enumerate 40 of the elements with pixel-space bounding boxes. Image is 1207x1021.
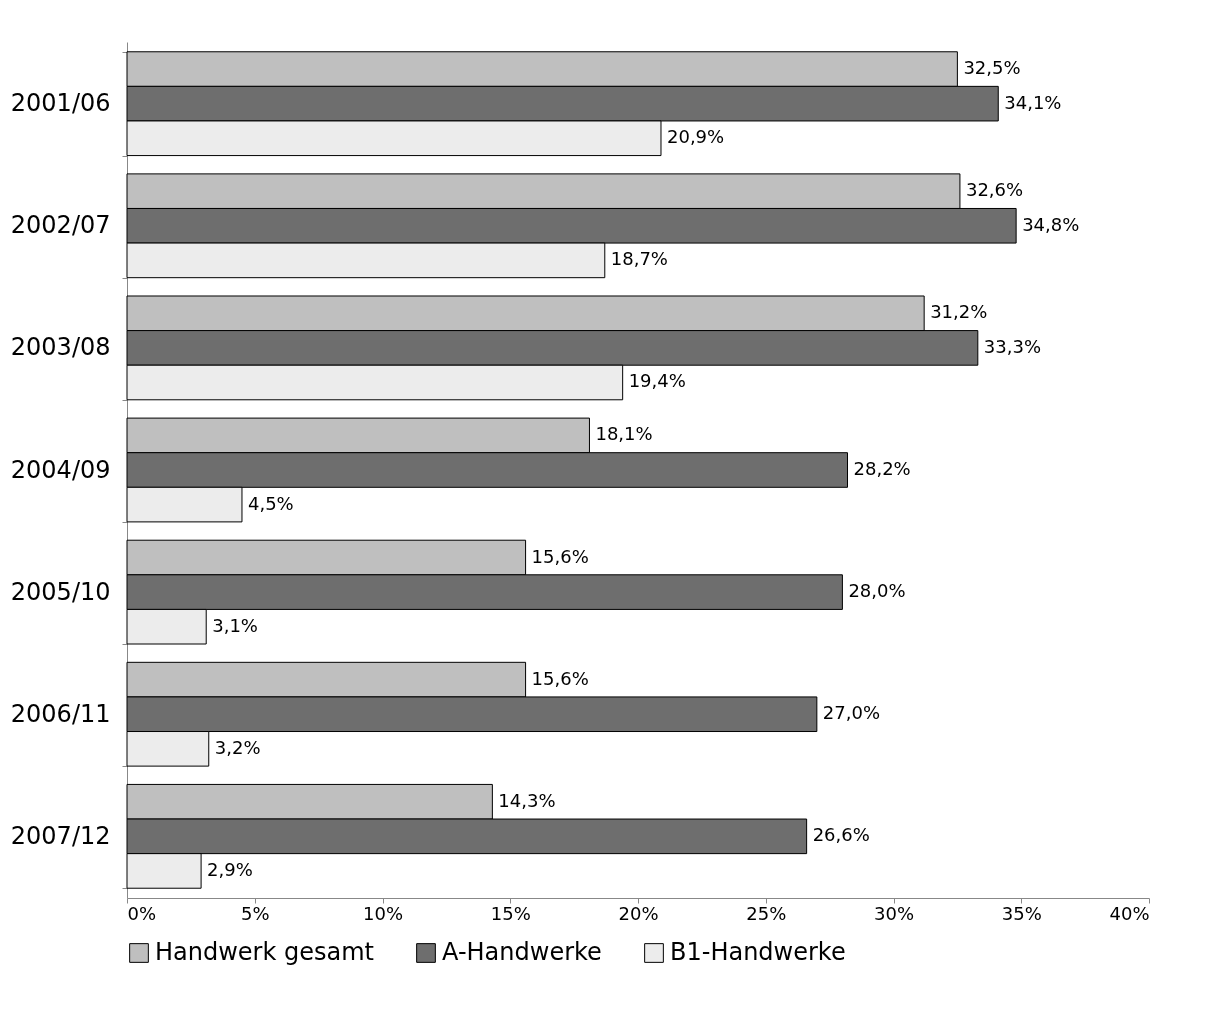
legend-label: Handwerk gesamt [155, 938, 374, 966]
y-tick-label: 2006/11 [10, 699, 111, 728]
x-tick-label: 15% [490, 902, 531, 924]
data-label: 34,8% [1022, 213, 1080, 235]
data-label: 18,1% [595, 423, 653, 445]
x-tick-label: 20% [618, 902, 659, 924]
x-tick-label: 30% [873, 902, 915, 924]
y-tick-label: 2005/10 [10, 577, 111, 606]
data-label: 28,0% [848, 580, 906, 602]
data-label: 2,9% [207, 858, 253, 880]
data-label: 15,6% [531, 667, 589, 689]
y-tick-label: 2001/06 [10, 89, 111, 118]
data-label: 33,3% [983, 335, 1041, 357]
x-tick-label: 40% [1109, 902, 1150, 924]
legend-label: B1-Handwerke [670, 938, 846, 966]
data-label: 19,4% [628, 370, 686, 392]
data-label: 34,1% [1004, 91, 1062, 113]
data-label: 27,0% [822, 702, 881, 724]
y-tick-label: 2004/09 [10, 455, 111, 484]
x-tick-label: 10% [362, 902, 404, 924]
data-label: 32,6% [965, 179, 1024, 201]
x-tick-label: 0% [127, 902, 157, 924]
data-label: 3,1% [212, 614, 258, 636]
legend-label: A-Handwerke [442, 938, 602, 966]
y-tick-label: 2002/07 [10, 211, 111, 240]
x-tick-label: 25% [746, 902, 787, 924]
data-label: 32,5% [963, 57, 1021, 79]
data-label: 28,2% [853, 458, 911, 479]
data-label: 31,2% [930, 301, 988, 323]
x-tick-label: 35% [1001, 902, 1042, 924]
y-tick-label: 2003/08 [10, 333, 111, 362]
data-label: 18,7% [610, 248, 668, 270]
y-tick-label: 2007/12 [10, 821, 111, 850]
data-label: 26,6% [812, 824, 870, 846]
x-tick-label: 5% [240, 902, 270, 924]
data-label: 4,5% [247, 492, 294, 514]
data-label: 14,3% [498, 789, 556, 811]
data-label: 3,2% [214, 736, 261, 758]
data-label: 20,9% [666, 126, 725, 148]
data-label: 15,6% [531, 545, 589, 567]
